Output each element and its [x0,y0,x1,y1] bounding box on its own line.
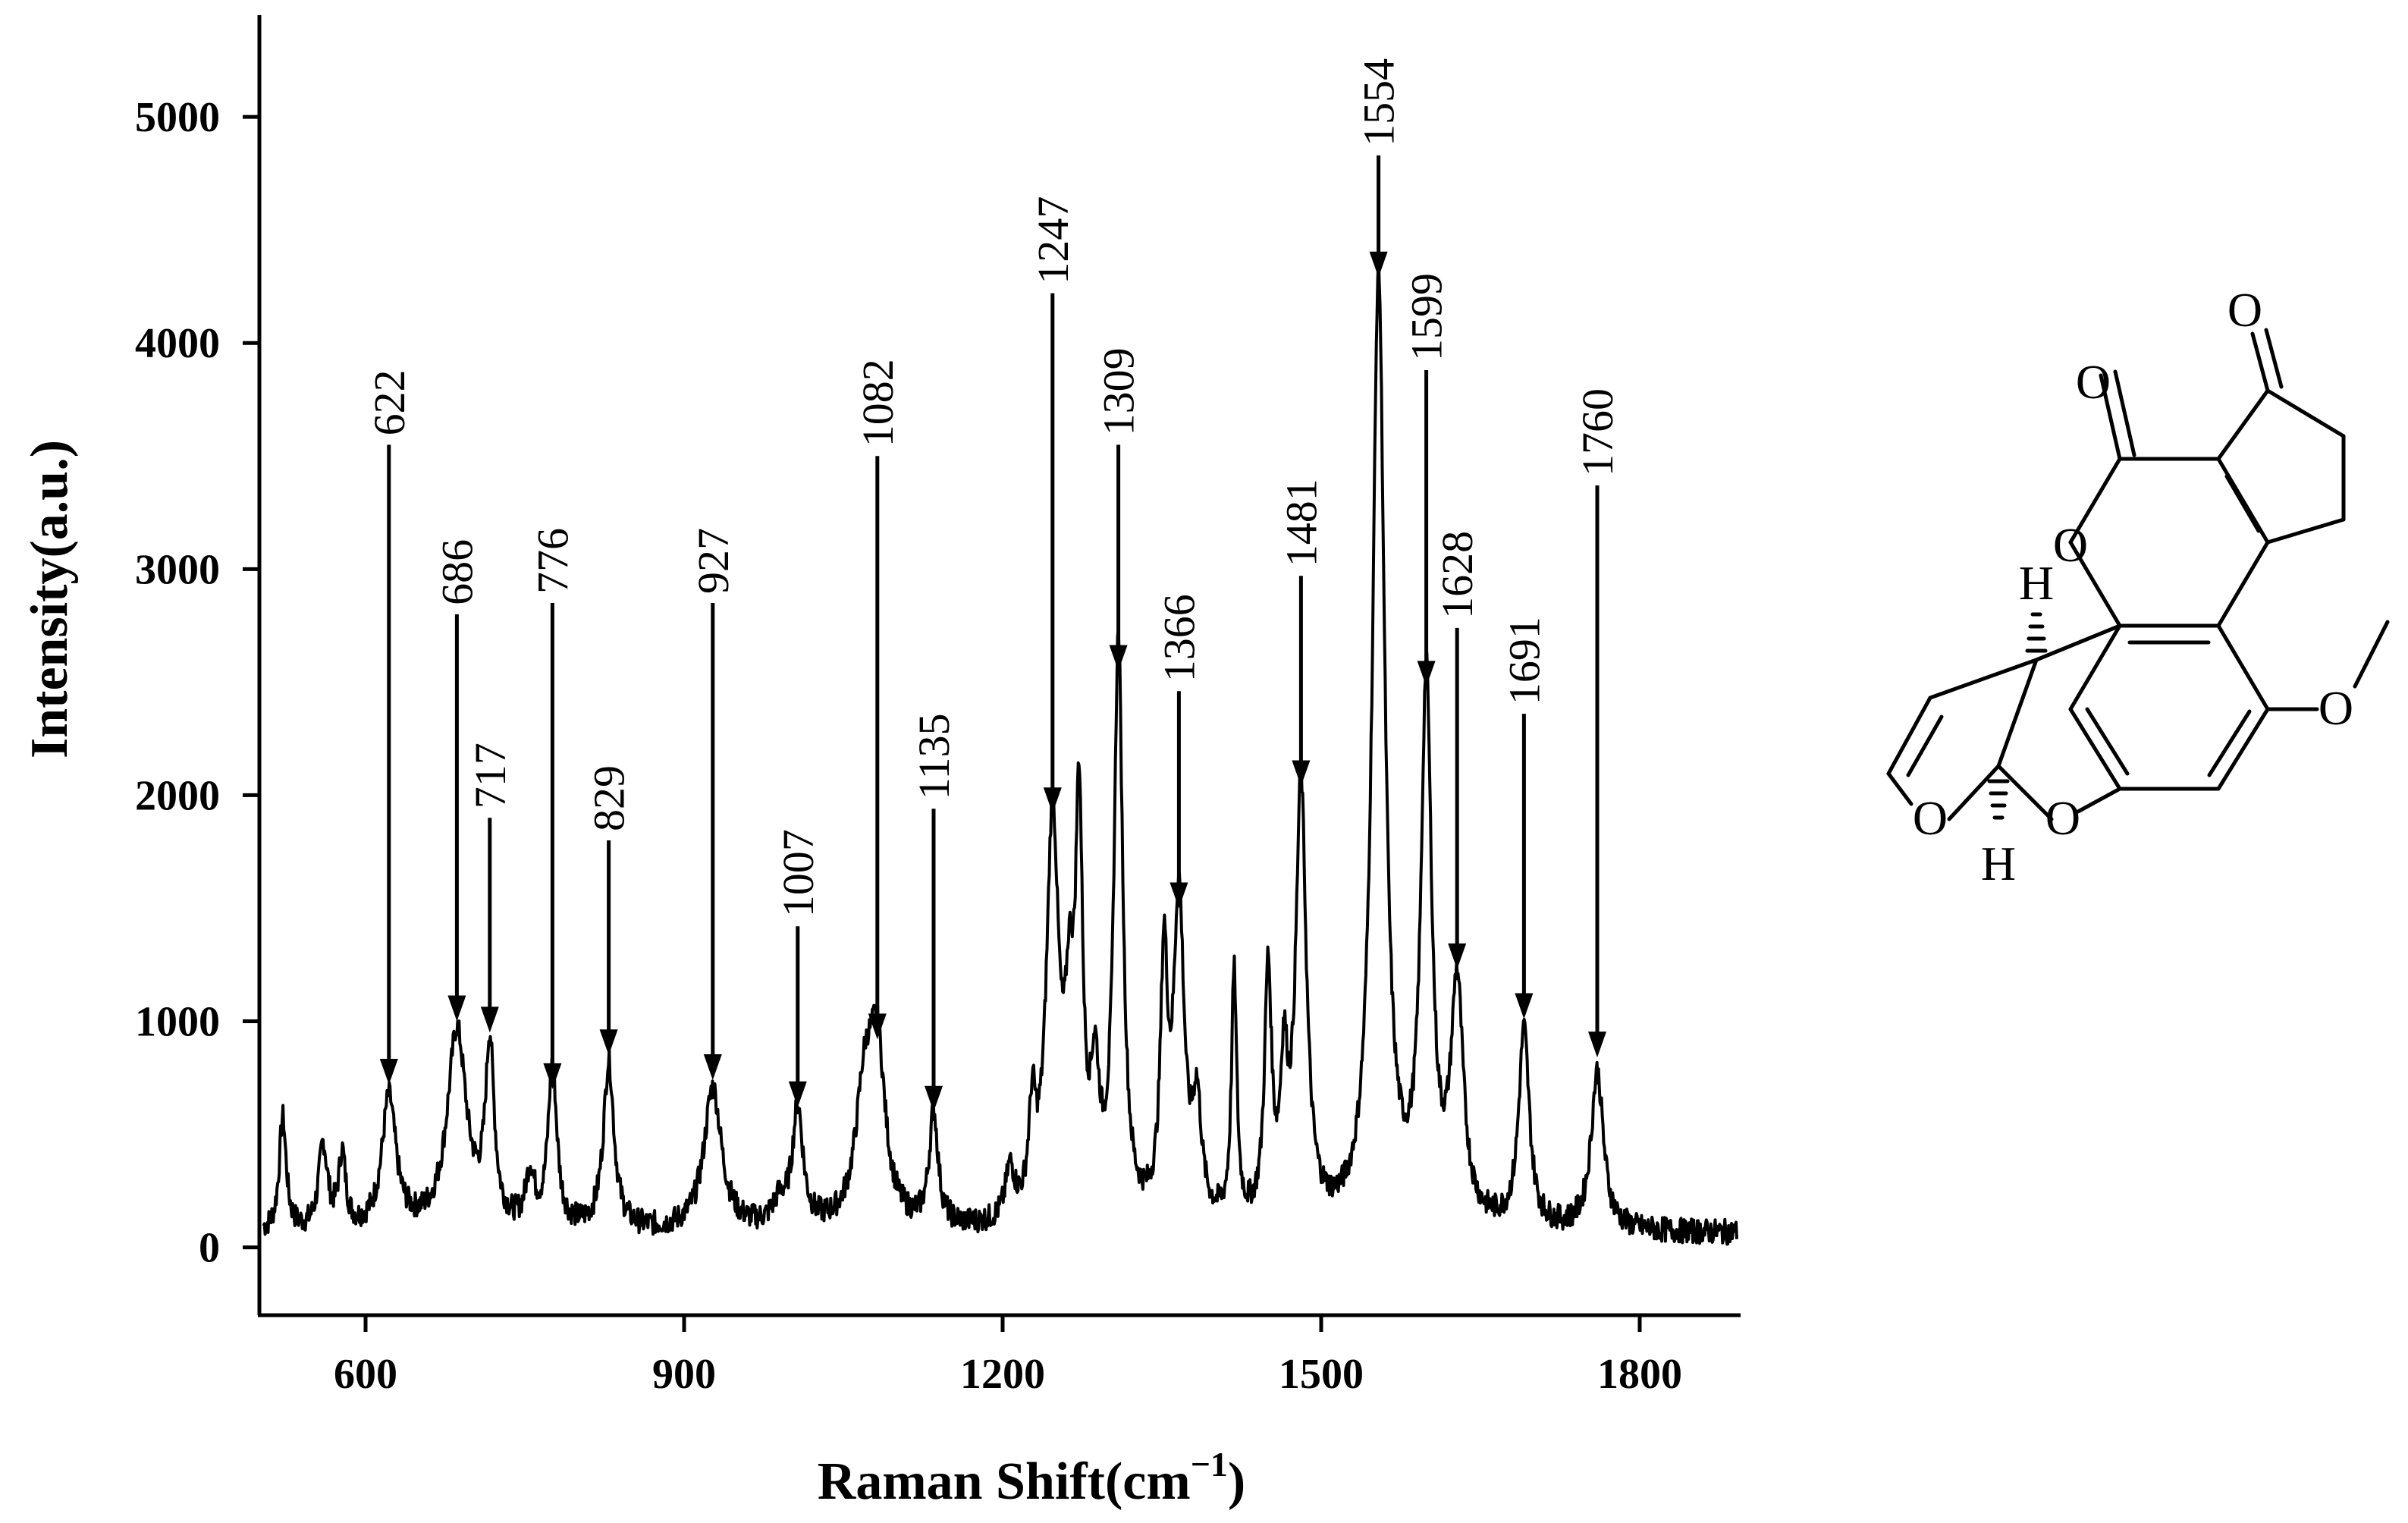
y-tick-label: 0 [199,1225,220,1272]
peak-label: 1007 [774,829,823,917]
peak-annotation: 1599 [1402,273,1452,687]
atom-o-furan-outer: O [1913,791,1948,845]
arrow-head-icon [788,1081,807,1107]
y-tick-label: 3000 [135,546,220,593]
peak-label: 1760 [1573,388,1622,476]
y-axis-ticks: 0 1000 2000 3000 4000 5000 [135,94,259,1272]
arrow-head-icon [1369,251,1388,278]
y-axis-title: Intensity(a.u.) [20,440,79,758]
arrow-head-icon [1515,993,1534,1019]
atom-o-ketone: O [2227,283,2262,337]
atom-o-lactone-carbonyl: O [2076,355,2111,409]
y-tick-label: 1000 [135,998,220,1045]
peak-label: 1366 [1154,594,1204,682]
x-tick-label: 600 [334,1351,397,1398]
y-tick-label: 5000 [135,94,220,141]
furan-ring-outer [1886,658,2039,821]
peak-label: 829 [585,765,634,831]
peak-annotation: 1554 [1355,58,1404,278]
peak-label: 1135 [909,713,959,799]
atom-o-furan-inner: O [2045,791,2080,845]
lactone-ring [2068,369,2270,628]
peak-annotation: 1007 [774,829,823,1107]
peak-annotation: 1247 [1028,196,1078,814]
methyl-bond [2353,620,2390,689]
arrow-head-icon [1109,645,1128,671]
arrow-head-icon [1292,760,1311,787]
x-axis-title-superscript: −1 [1191,1445,1228,1484]
arrow-head-icon [543,1063,562,1089]
peak-annotation: 686 [432,539,482,1022]
peak-label: 776 [528,528,577,594]
arrow-head-icon [925,1085,943,1112]
arrow-head-icon [1448,943,1467,969]
arrow-head-icon [868,1013,887,1040]
peak-label: 686 [432,539,482,605]
x-tick-label: 900 [652,1351,716,1398]
aflatoxin-structure: O O O O O O H H [1886,283,2390,890]
peak-annotation: 1691 [1499,617,1549,1019]
cyclopentanone-ring [2216,328,2346,545]
x-tick-label: 1500 [1279,1351,1364,1398]
arrow-head-icon [1169,882,1188,909]
benzene-ring [2068,623,2270,791]
peak-label: 622 [365,369,414,435]
peak-label: 927 [689,528,738,594]
peak-annotation: 927 [689,528,738,1080]
peak-annotation: 776 [528,528,577,1089]
atom-o-methoxy: O [2319,681,2353,735]
stereo-h-bonds [1987,612,2048,820]
x-tick-label: 1200 [960,1351,1045,1398]
arrow-head-icon [447,995,466,1022]
peak-label: 1481 [1276,479,1326,567]
peak-label: 717 [466,743,515,809]
peak-label: 1309 [1094,347,1144,435]
peak-annotation: 1366 [1154,594,1204,909]
arrow-head-icon [1417,661,1436,687]
arrow-head-icon [1588,1032,1606,1058]
y-tick-label: 4000 [135,320,220,367]
peak-label: 1247 [1028,196,1078,284]
peak-label: 1691 [1499,617,1549,705]
spectrum-line [262,253,1738,1246]
arrow-head-icon [599,1029,618,1056]
peak-annotation: 1628 [1433,531,1482,969]
peak-label: 1599 [1402,273,1452,361]
atom-o-lactone-ring: O [2053,518,2088,572]
peak-annotation: 1309 [1094,347,1144,671]
peak-annotation: 1135 [909,713,959,1112]
x-axis-title-close: ) [1228,1452,1245,1511]
peak-label: 1082 [853,359,903,447]
peak-annotation: 622 [365,369,414,1085]
peak-annotation: 1760 [1573,388,1622,1058]
furan-ring-inner [1996,623,2122,821]
arrow-head-icon [1043,787,1062,814]
x-tick-label: 1800 [1597,1351,1682,1398]
peak-annotation: 1481 [1276,479,1326,787]
peak-annotation: 829 [585,765,634,1056]
x-axis-title: Raman Shift(cm−1) [818,1445,1245,1511]
atom-h-bottom: H [1981,837,2016,890]
arrow-head-icon [703,1054,722,1080]
arrow-head-icon [379,1058,398,1085]
peak-annotations: 622 686 717 776 829 927 1007 1082 1135 1247 1309 13… [365,58,1622,1112]
y-tick-label: 2000 [135,772,220,819]
chart-axes: 0 1000 2000 3000 4000 5000 600 900 1200 1500 1800 [135,15,1741,1398]
arrow-head-icon [480,1006,499,1033]
atom-h-top: H [2019,556,2054,610]
x-axis-ticks: 600 900 1200 1500 1800 [334,1315,1682,1398]
peak-label: 1628 [1433,531,1482,619]
peak-label: 1554 [1355,58,1404,146]
peak-annotation: 717 [466,743,515,1033]
peak-annotation: 1082 [853,359,903,1040]
